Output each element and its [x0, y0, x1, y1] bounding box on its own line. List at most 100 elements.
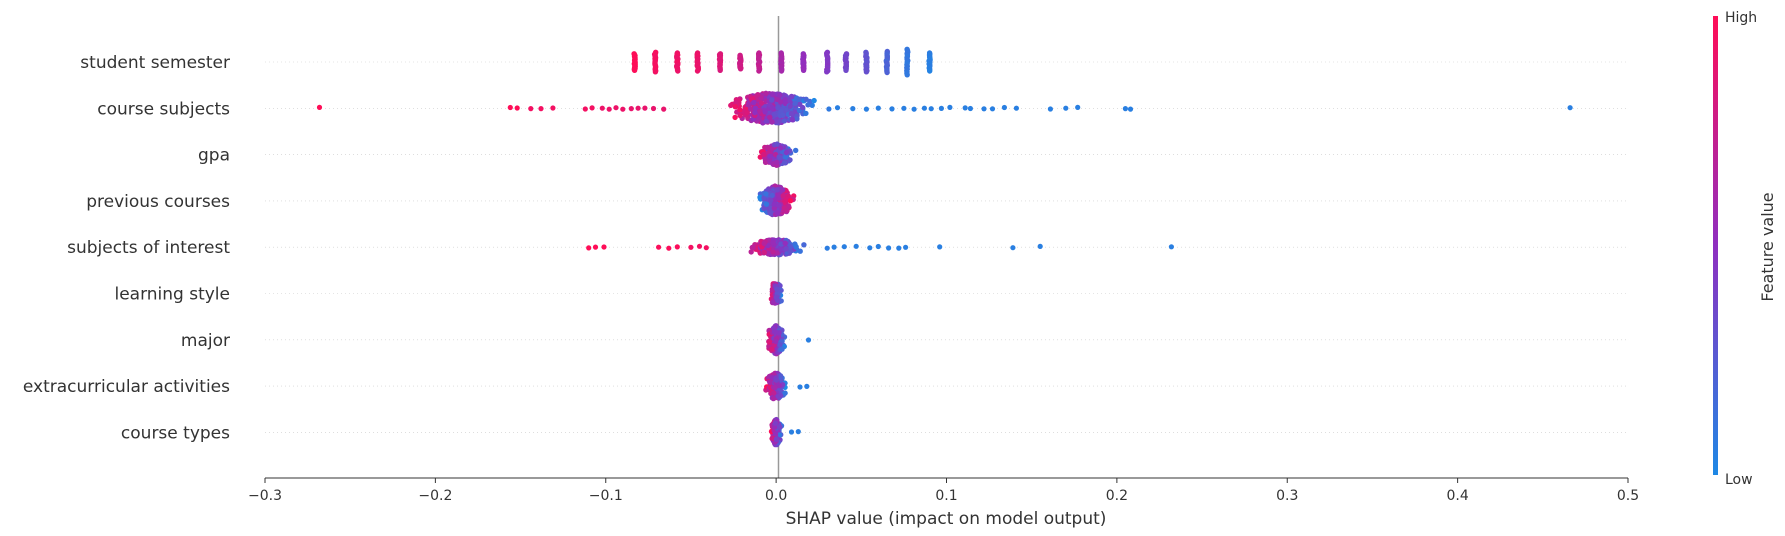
- shap-point: [538, 106, 544, 112]
- shap-point: [989, 106, 996, 112]
- shap-point: [777, 373, 784, 379]
- shap-point: [771, 201, 778, 207]
- shap-point: [694, 68, 701, 74]
- shap-point: [1122, 106, 1128, 112]
- shap-point: [795, 429, 801, 435]
- shap-point: [784, 207, 790, 214]
- shap-point: [628, 106, 634, 112]
- feature-label: course types: [121, 423, 230, 443]
- shap-point: [774, 187, 780, 193]
- x-tick-label: 0.3: [1276, 488, 1298, 504]
- shap-point: [901, 105, 907, 111]
- shap-point: [776, 192, 782, 198]
- shap-point: [927, 68, 933, 74]
- shap-point: [824, 245, 830, 251]
- shap-point: [774, 210, 780, 216]
- shap-point: [773, 338, 779, 345]
- shap-point: [1075, 104, 1081, 110]
- x-tick-label: −0.1: [589, 488, 623, 504]
- shap-point: [606, 106, 612, 112]
- shap-point: [717, 67, 723, 74]
- shap-point: [761, 195, 767, 201]
- shap-point: [796, 96, 802, 103]
- feature-label: previous courses: [86, 192, 230, 212]
- feature-label: extracurricular activities: [23, 377, 230, 397]
- shap-point: [748, 249, 754, 255]
- shap-point: [921, 105, 928, 111]
- shap-point: [834, 105, 841, 111]
- shap-point: [766, 339, 772, 345]
- shap-point: [787, 244, 793, 250]
- shap-point: [781, 118, 788, 124]
- shap-point: [589, 105, 595, 111]
- shap-point: [751, 244, 757, 250]
- shap-point: [853, 243, 859, 249]
- shap-point: [772, 431, 779, 437]
- shap-point: [599, 105, 605, 111]
- shap-point: [767, 210, 774, 216]
- shap-point: [811, 97, 817, 104]
- shap-point: [787, 157, 793, 163]
- shap-point: [732, 114, 738, 121]
- feature-label: subjects of interest: [67, 238, 230, 258]
- x-tick-label: 0.0: [765, 488, 787, 504]
- shap-point: [841, 244, 847, 250]
- shap-point: [769, 104, 775, 111]
- feature-label: course subjects: [97, 99, 230, 119]
- shap-point: [800, 67, 807, 74]
- shap-point: [757, 194, 763, 200]
- shap-point: [1127, 106, 1134, 112]
- shap-point: [801, 242, 807, 248]
- shap-point: [777, 283, 783, 289]
- shap-point: [1037, 243, 1043, 249]
- shap-point: [774, 286, 780, 292]
- shap-point: [1001, 104, 1008, 111]
- x-axis-title: SHAP value (impact on model output): [786, 509, 1107, 529]
- shap-point: [507, 104, 513, 111]
- shap-point: [805, 337, 812, 343]
- shap-point: [778, 145, 784, 151]
- shap-point: [514, 105, 520, 111]
- shap-point: [763, 201, 770, 207]
- shap-point: [805, 102, 811, 108]
- shap-point: [962, 105, 968, 111]
- shap-point: [797, 101, 803, 108]
- colorbar: High Low Feature value: [1713, 10, 1777, 488]
- row-guides: [265, 61, 1628, 433]
- shap-point: [773, 294, 780, 300]
- shap-point: [776, 202, 782, 209]
- shap-point: [782, 97, 788, 103]
- shap-point: [863, 106, 870, 112]
- shap-point: [1047, 106, 1053, 112]
- shap-point: [793, 147, 799, 154]
- shap-point: [776, 154, 782, 160]
- shap-point: [773, 436, 780, 442]
- shap-point: [884, 69, 890, 76]
- shap-point: [737, 107, 743, 113]
- shap-point: [770, 240, 776, 246]
- shap-point: [769, 119, 775, 125]
- shap-point: [635, 105, 641, 111]
- shap-point: [777, 432, 783, 438]
- shap-point: [771, 390, 777, 396]
- shap-point: [850, 106, 856, 112]
- shap-point: [747, 106, 754, 112]
- shap-point: [728, 102, 734, 109]
- shap-point: [775, 393, 781, 400]
- shap-point: [779, 187, 786, 193]
- shap-point: [688, 244, 694, 250]
- shap-point: [1063, 105, 1069, 111]
- shap-point: [703, 245, 709, 251]
- shap-point: [787, 198, 794, 204]
- shap-point: [755, 92, 761, 98]
- shap-point: [650, 105, 657, 112]
- shap-point: [809, 102, 815, 109]
- shap-point: [937, 244, 943, 250]
- shap-point: [696, 243, 703, 249]
- shap-point: [767, 379, 773, 385]
- shap-point: [778, 241, 784, 247]
- shap-point: [783, 246, 789, 252]
- shap-point: [1168, 244, 1174, 250]
- shap-point: [770, 249, 776, 255]
- shap-point: [770, 91, 776, 98]
